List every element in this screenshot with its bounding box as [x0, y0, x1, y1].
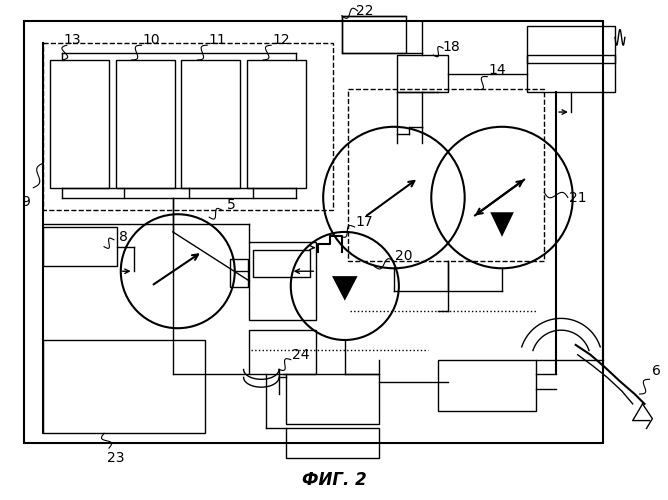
Text: 10: 10 [142, 34, 160, 48]
Text: 9: 9 [21, 196, 30, 209]
Bar [249, 242, 317, 320]
Bar [342, 16, 405, 53]
Bar [230, 260, 248, 287]
Bar [348, 90, 544, 262]
Bar [246, 60, 305, 188]
Bar [43, 44, 333, 210]
Bar [23, 20, 603, 443]
Bar [181, 60, 240, 188]
Text: 5: 5 [227, 198, 236, 212]
Text: 8: 8 [120, 230, 128, 244]
Bar [286, 374, 379, 424]
Bar [286, 428, 379, 458]
Text: 12: 12 [272, 34, 290, 48]
Polygon shape [332, 276, 357, 300]
Bar [438, 360, 536, 411]
Bar [43, 227, 117, 266]
Text: ФИГ. 2: ФИГ. 2 [302, 470, 366, 488]
Bar [253, 250, 311, 277]
Text: 17: 17 [355, 215, 373, 229]
Text: 18: 18 [442, 40, 460, 54]
Text: 24: 24 [292, 348, 309, 362]
Bar [43, 340, 205, 434]
Bar [249, 330, 317, 374]
Text: 6: 6 [652, 364, 661, 378]
Bar [116, 60, 175, 188]
Text: 23: 23 [107, 451, 125, 465]
Bar [526, 55, 615, 92]
Text: 20: 20 [395, 250, 413, 264]
Text: 14: 14 [488, 63, 506, 77]
Text: 13: 13 [64, 34, 81, 48]
Polygon shape [490, 212, 514, 237]
Bar [526, 26, 615, 63]
Text: 11: 11 [208, 34, 226, 48]
Text: 22: 22 [356, 4, 373, 18]
Text: 21: 21 [569, 190, 587, 204]
Bar [50, 60, 109, 188]
Bar [397, 55, 448, 92]
